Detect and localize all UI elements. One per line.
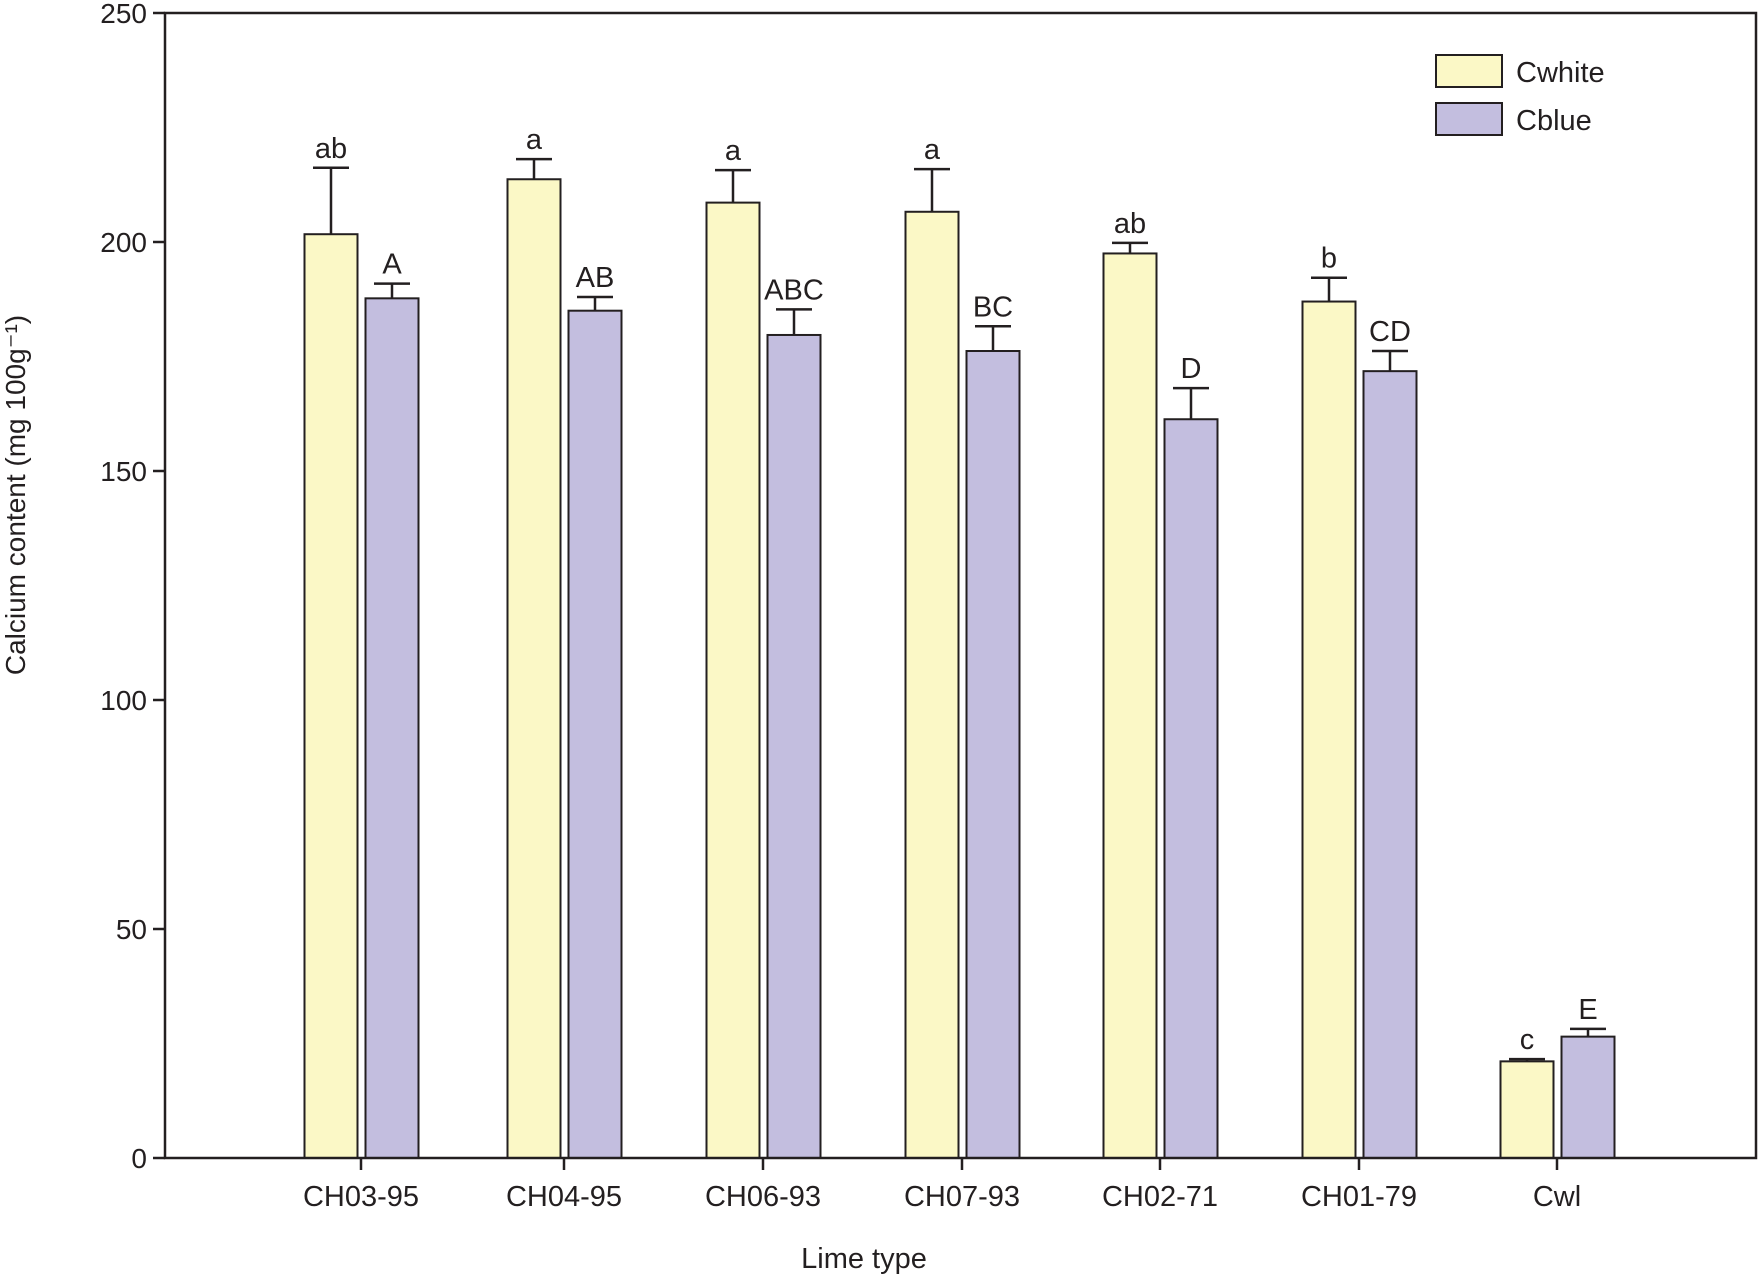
plot-frame bbox=[163, 11, 1758, 1160]
significance-letter: a bbox=[526, 124, 543, 156]
bar-Cblue-Cwl bbox=[1560, 1035, 1616, 1160]
y-tick-label: 100 bbox=[100, 685, 147, 716]
y-tick-label: 0 bbox=[131, 1143, 147, 1174]
x-axis-label: Lime type bbox=[801, 1243, 927, 1275]
bar-Cblue-CH01-79 bbox=[1362, 370, 1418, 1159]
significance-letter: c bbox=[1520, 1024, 1535, 1056]
bar-Cwhite-CH03-95 bbox=[303, 233, 359, 1160]
x-tick-label: CH06-93 bbox=[705, 1181, 821, 1213]
bar-Cblue-CH03-95 bbox=[364, 297, 420, 1160]
x-tick-label: CH03-95 bbox=[303, 1181, 419, 1213]
x-tick-label: CH04-95 bbox=[506, 1181, 622, 1213]
y-tick-label: 150 bbox=[100, 456, 147, 487]
x-tick-label: CH07-93 bbox=[904, 1181, 1020, 1213]
bar-Cblue-CH04-95 bbox=[567, 309, 623, 1159]
bar-Cblue-CH02-71 bbox=[1163, 418, 1219, 1160]
legend-label-Cblue: Cblue bbox=[1516, 105, 1592, 137]
bar-Cblue-CH06-93 bbox=[766, 333, 822, 1159]
x-tick-label: CH01-79 bbox=[1301, 1181, 1417, 1213]
x-tick-label: Cwl bbox=[1533, 1181, 1581, 1213]
y-axis-label: Calcium content (mg 100g⁻¹) bbox=[0, 315, 31, 675]
bar-Cwhite-CH02-71 bbox=[1102, 252, 1158, 1159]
bar-Cwhite-CH07-93 bbox=[904, 210, 960, 1160]
significance-letter: E bbox=[1578, 994, 1597, 1026]
significance-letter: ab bbox=[315, 133, 347, 165]
bar-Cblue-CH07-93 bbox=[965, 350, 1021, 1159]
x-tick-label: CH02-71 bbox=[1102, 1181, 1218, 1213]
significance-letter: A bbox=[382, 249, 402, 281]
y-tick-label: 250 bbox=[100, 0, 147, 29]
bar-Cwhite-CH01-79 bbox=[1301, 300, 1357, 1160]
significance-letter: AB bbox=[576, 262, 615, 294]
y-tick-label: 200 bbox=[100, 227, 147, 258]
significance-letter: a bbox=[924, 134, 941, 166]
significance-letter: ab bbox=[1114, 208, 1146, 240]
legend-swatch-Cwhite bbox=[1435, 54, 1503, 88]
y-tick-label: 50 bbox=[116, 914, 147, 945]
bar-Cwhite-CH04-95 bbox=[506, 178, 562, 1159]
legend-label-Cwhite: Cwhite bbox=[1516, 57, 1605, 89]
significance-letter: a bbox=[725, 135, 742, 167]
significance-letter: ABC bbox=[764, 274, 824, 306]
significance-letter: b bbox=[1321, 243, 1337, 275]
bar-Cwhite-Cwl bbox=[1499, 1060, 1555, 1160]
significance-letter: BC bbox=[973, 291, 1013, 323]
significance-letter: D bbox=[1181, 353, 1202, 385]
legend-swatch-Cblue bbox=[1435, 102, 1503, 136]
significance-letter: CD bbox=[1369, 316, 1411, 348]
bar-Cwhite-CH06-93 bbox=[705, 201, 761, 1159]
